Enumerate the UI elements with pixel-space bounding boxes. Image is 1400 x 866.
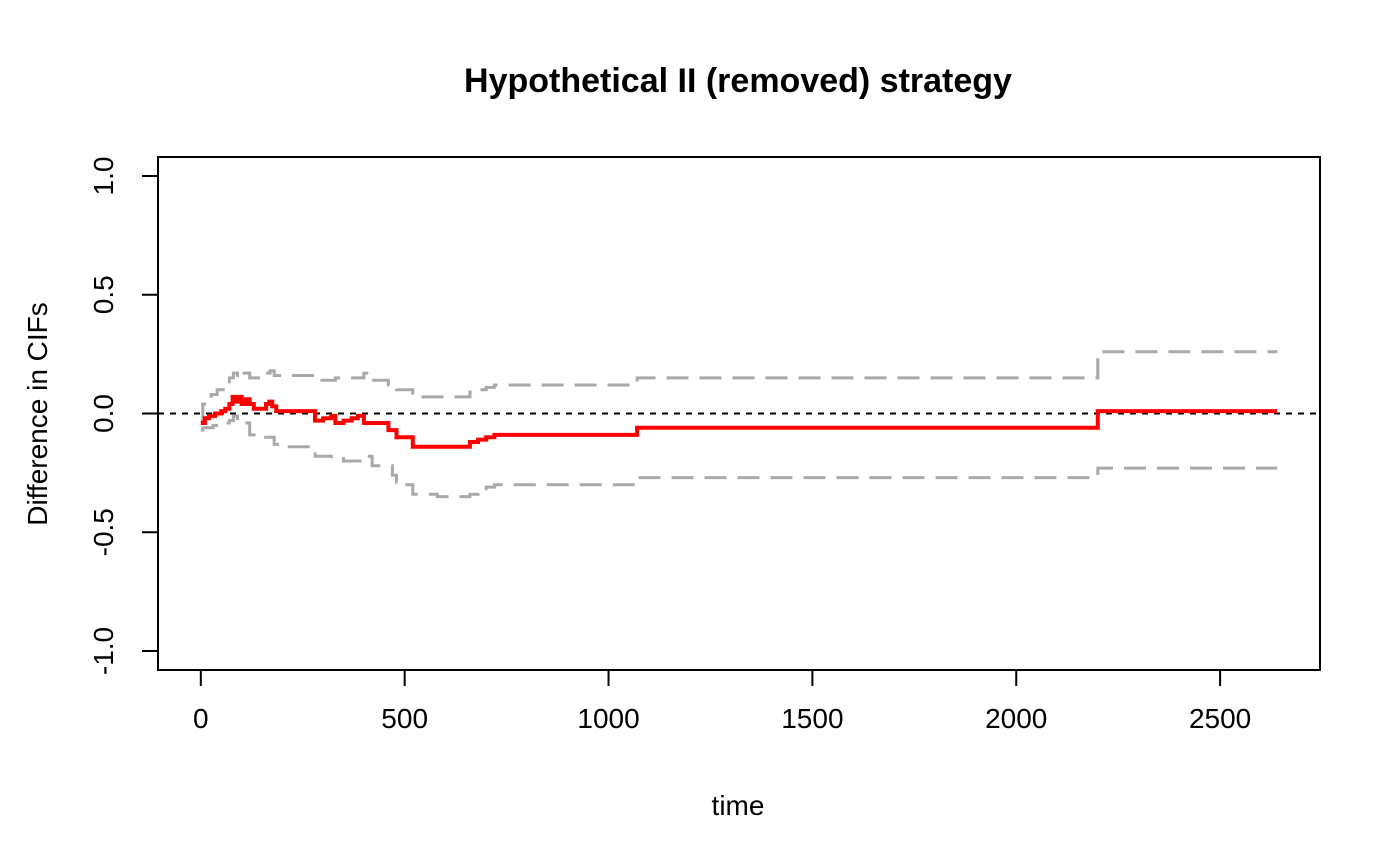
y-tick-label: 1.0 — [88, 157, 119, 196]
x-tick-label: 1000 — [577, 703, 639, 734]
x-tick-label: 500 — [381, 703, 428, 734]
x-tick-label: 2500 — [1189, 703, 1251, 734]
chart-title: Hypothetical II (removed) strategy — [464, 62, 1012, 100]
y-tick-label: 0.0 — [88, 394, 119, 433]
series-upper-bound-line — [200, 350, 1278, 423]
x-axis-label: time — [712, 790, 765, 821]
series-estimate-line — [200, 394, 1278, 449]
y-axis: -1.0 -0.5 0.0 0.5 1.0 — [88, 157, 159, 675]
series-lower-bound-line — [200, 414, 1278, 499]
y-tick-label: -0.5 — [88, 508, 119, 556]
x-tick-label: 2000 — [985, 703, 1047, 734]
y-tick-label: 0.5 — [88, 275, 119, 314]
y-axis-label: Difference in CIFs — [22, 302, 53, 526]
plot-area — [158, 350, 1320, 499]
x-axis: 0 500 1000 1500 2000 2500 — [193, 669, 1251, 734]
x-tick-label: 0 — [193, 703, 209, 734]
y-tick-label: -1.0 — [88, 627, 119, 675]
x-tick-label: 1500 — [781, 703, 843, 734]
